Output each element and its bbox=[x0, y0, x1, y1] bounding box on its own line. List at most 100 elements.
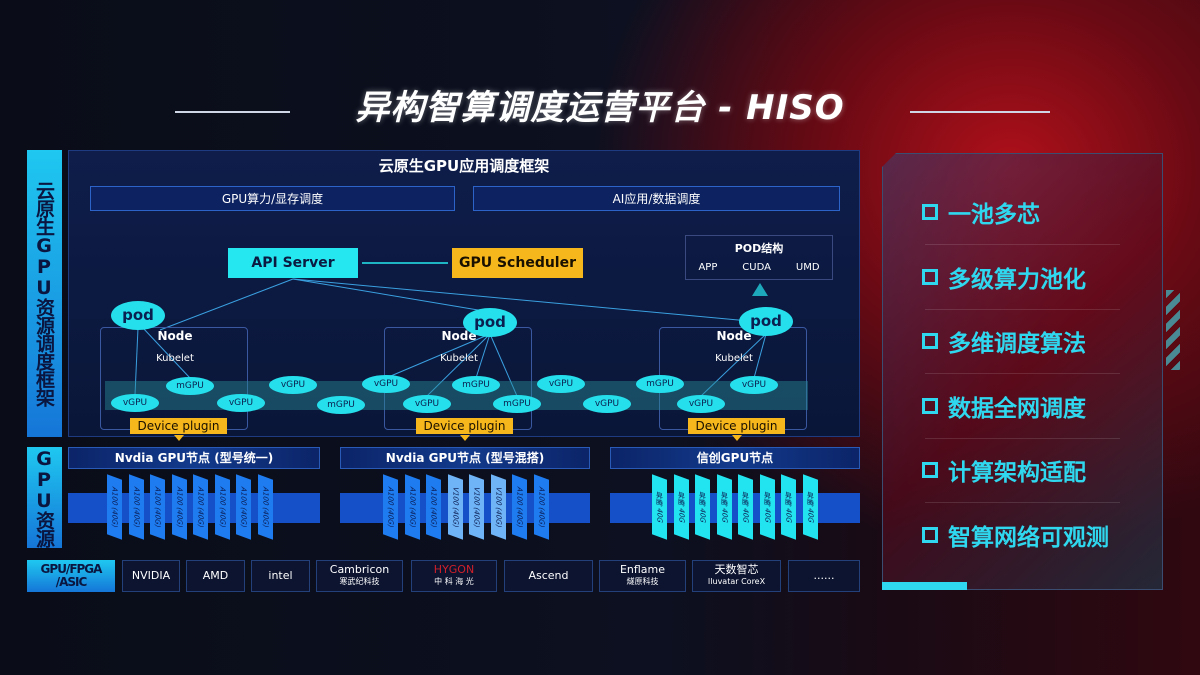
gpu-card: 昇腾 40G bbox=[738, 474, 753, 540]
checkbox-square-icon bbox=[922, 333, 938, 349]
kubelet-label: Kubelet bbox=[440, 353, 478, 364]
vendor-subname: 燧原科技 bbox=[626, 577, 659, 586]
kubelet-label: Kubelet bbox=[156, 353, 194, 364]
vendor-name: NVIDIA bbox=[131, 569, 171, 582]
feature-item: 数据全网调度 bbox=[922, 389, 1086, 423]
feature-item: 多级算力池化 bbox=[922, 260, 1086, 294]
pod-oval: pod bbox=[463, 308, 517, 337]
feature-divider bbox=[925, 437, 1120, 439]
checkbox-square-icon bbox=[922, 397, 938, 414]
gpu-unit-oval: vGPU bbox=[537, 375, 585, 393]
gpu-unit-oval: mGPU bbox=[166, 377, 214, 395]
vendor-name: HYGON bbox=[433, 563, 475, 576]
feature-item: 多维调度算法 bbox=[922, 324, 1086, 358]
gpu-card: A100 (40G) bbox=[193, 474, 208, 540]
vendor-name: ...... bbox=[813, 569, 835, 582]
gpu-unit-oval: vGPU bbox=[677, 395, 725, 413]
node-label: Node bbox=[441, 329, 477, 343]
pod-item-app: APP bbox=[698, 262, 718, 273]
gpu-card: 昇腾 40G bbox=[673, 474, 689, 540]
checkbox-square-icon bbox=[922, 462, 938, 478]
gpu-card: A100 (40G) bbox=[171, 474, 187, 540]
feature-label: 数据全网调度 bbox=[948, 395, 1086, 422]
vendor-logo-amd: AMD bbox=[186, 560, 245, 592]
vendor-logo-: 天数智芯 Iluvatar CoreX bbox=[692, 560, 781, 592]
feature-divider bbox=[925, 502, 1120, 503]
feature-item: 计算架构适配 bbox=[922, 453, 1086, 487]
gpu-node-band bbox=[340, 493, 590, 523]
vendor-logo-......: ...... bbox=[788, 560, 860, 592]
api-server-box: API Server bbox=[228, 248, 358, 278]
gpu-card: 昇腾 40G bbox=[695, 474, 710, 540]
checkbox-square-icon bbox=[922, 268, 938, 285]
gpu-node-header: Nvdia GPU节点 (型号统一) bbox=[68, 447, 320, 469]
vendor-logo-ascend: Ascend bbox=[504, 560, 593, 592]
gpu-card: 昇腾 40G bbox=[802, 474, 818, 540]
gpu-card: A100 (40G) bbox=[236, 474, 251, 540]
vendor-name: Ascend bbox=[528, 569, 569, 582]
pod-structure-box: POD结构 APP CUDA UMD bbox=[685, 235, 833, 280]
gpu-compute-scheduling: GPU算力/显存调度 bbox=[90, 186, 455, 211]
title-decoration-right bbox=[910, 111, 1050, 113]
gpu-card: A100 (40G) bbox=[404, 474, 420, 540]
panel-stripes-decoration bbox=[1166, 290, 1180, 370]
gpu-unit-oval: vGPU bbox=[217, 394, 265, 412]
pod-item-umd: UMD bbox=[795, 262, 820, 273]
feature-label: 计算架构适配 bbox=[948, 460, 1086, 486]
gpu-scheduler-box: GPU Scheduler bbox=[452, 248, 583, 278]
pod-oval: pod bbox=[739, 307, 793, 336]
features-panel bbox=[882, 153, 1163, 590]
down-arrow-icon bbox=[174, 435, 184, 441]
gpu-unit-oval: vGPU bbox=[362, 375, 410, 393]
node-label: Node bbox=[716, 329, 752, 343]
gpu-card: V100 (40G) bbox=[469, 474, 484, 540]
feature-item: 一池多芯 bbox=[922, 195, 1040, 229]
feature-divider bbox=[925, 373, 1120, 374]
gpu-unit-oval: mGPU bbox=[452, 376, 500, 394]
gpu-unit-oval: vGPU bbox=[730, 376, 778, 394]
kubelet-label: Kubelet bbox=[715, 353, 753, 364]
gpu-card: A100 (40G) bbox=[383, 474, 398, 540]
vendor-logo-intel: intel bbox=[251, 560, 310, 592]
feature-label: 多级算力池化 bbox=[948, 266, 1086, 293]
gpu-card: 昇腾 40G bbox=[781, 474, 796, 540]
device-plugin-box: Device plugin bbox=[130, 418, 227, 434]
vendor-name: AMD bbox=[202, 569, 229, 582]
vendor-subname: 寒武纪科技 bbox=[339, 577, 380, 586]
gpu-card: 昇腾 40G bbox=[652, 474, 667, 540]
page-title: 异构智算调度运营平台 - HISO bbox=[355, 88, 845, 128]
chips-side-label: GPU/FPGA /ASIC bbox=[27, 560, 115, 592]
vendor-logo-enflame: Enflame 燧原科技 bbox=[599, 560, 686, 592]
gpu-card: A100 (40G) bbox=[257, 474, 273, 540]
feature-label: 智算网络可观测 bbox=[948, 524, 1109, 551]
title-decoration-left bbox=[175, 111, 290, 113]
gpu-side-label: GPU资源 bbox=[27, 447, 62, 548]
vendor-name: 天数智芯 bbox=[714, 563, 759, 576]
vendor-logo-nvidia: NVIDIA bbox=[122, 560, 180, 592]
gpu-card: A100 (40G) bbox=[512, 474, 527, 540]
down-arrow-icon bbox=[460, 435, 470, 441]
gpu-card: A100 (40G) bbox=[533, 474, 549, 540]
gpu-card: A100 (40G) bbox=[214, 474, 230, 540]
framework-side-label: 云原生GPU资源调度框架 bbox=[27, 150, 62, 437]
feature-item: 智算网络可观测 bbox=[922, 518, 1109, 552]
checkbox-square-icon bbox=[922, 526, 938, 543]
gpu-card: V100 (40G) bbox=[447, 474, 463, 540]
pod-structure-title: POD结构 bbox=[734, 242, 784, 255]
device-plugin-box: Device plugin bbox=[416, 418, 513, 434]
ai-data-scheduling: AI应用/数据调度 bbox=[473, 186, 840, 211]
checkbox-square-icon bbox=[922, 204, 938, 220]
feature-divider bbox=[925, 244, 1120, 245]
vendor-logo-hygon: HYGON 中 科 海 光 bbox=[411, 560, 497, 592]
gpu-card: V100 (40G) bbox=[490, 474, 506, 540]
gpu-unit-oval: vGPU bbox=[269, 376, 317, 394]
gpu-node-header: 信创GPU节点 bbox=[610, 447, 860, 469]
gpu-card: 昇腾 40G bbox=[759, 474, 775, 540]
gpu-node-band bbox=[610, 493, 860, 523]
gpu-unit-oval: vGPU bbox=[583, 395, 631, 413]
feature-divider bbox=[925, 308, 1120, 310]
pod-oval: pod bbox=[111, 301, 165, 330]
gpu-card: A100 (40G) bbox=[150, 474, 165, 540]
gpu-unit-oval: mGPU bbox=[636, 375, 684, 393]
gpu-card: A100 (40G) bbox=[107, 474, 122, 540]
